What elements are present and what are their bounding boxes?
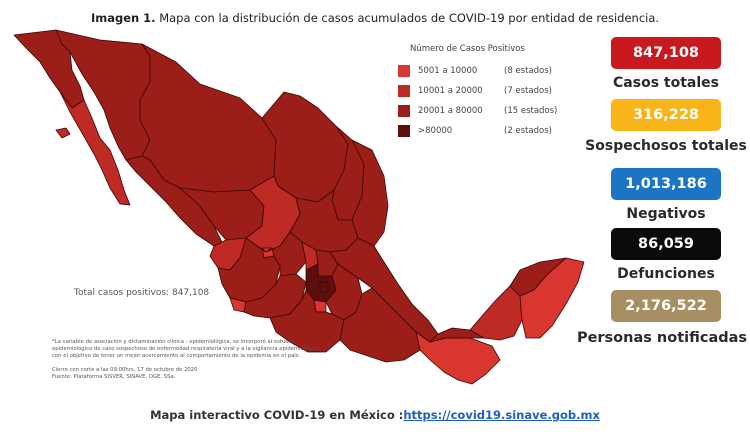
casos-totales-label: Casos totales: [613, 75, 719, 91]
interactive-map-link-line: Mapa interactivo COVID-19 en México :htt…: [0, 408, 750, 422]
negativos-value: 1,013,186: [611, 168, 721, 200]
caption-number: Imagen 1.: [90, 11, 156, 25]
personas-notificadas-value: 2,176,522: [611, 290, 721, 322]
negativos-label: Negativos: [626, 206, 706, 222]
legend-item: >80000 (2 estados): [398, 124, 552, 138]
legend-item: 5001 a 10000 (8 estados): [398, 64, 552, 78]
defunciones-label: Defunciones: [617, 266, 715, 282]
footnote-line: con el objetivo de tener un mejor acerca…: [52, 353, 301, 359]
casos-totales-value: 847,108: [611, 37, 721, 69]
interactive-map-link[interactable]: https://covid19.sinave.gob.mx: [403, 408, 600, 422]
legend-item: 10001 a 20000 (7 estados): [398, 84, 552, 98]
personas-notificadas-label: Personas notificadas: [576, 330, 748, 346]
footnote-line: *La variable de asociación y dictaminaci…: [52, 339, 294, 345]
sospechosos-label: Sospechosos totales: [585, 138, 747, 154]
island-tiburon: [55, 127, 71, 139]
caption-text: Mapa con la distribución de casos acumul…: [155, 11, 660, 25]
state-quintana-roo[interactable]: [519, 257, 585, 339]
state-guerrero[interactable]: [269, 289, 345, 353]
mexico-map: [13, 29, 585, 385]
figure-caption: Imagen 1. Mapa con la distribución de ca…: [0, 11, 750, 25]
legend-count: (7 estados): [504, 86, 552, 96]
legend-count: (15 estados): [504, 106, 558, 116]
legend-count: (2 estados): [504, 126, 552, 136]
legend-item: 20001 a 80000 (15 estados): [398, 104, 557, 118]
footnote-line: Fuente: Plataforma SISVER, SINAVE, DGE, …: [52, 374, 176, 380]
state-campeche[interactable]: [469, 285, 523, 341]
legend-count: (8 estados): [504, 66, 552, 76]
footnote-line: epidemiológico de caso sospechoso de enf…: [52, 346, 320, 352]
legend-range: 20001 a 80000: [418, 106, 483, 116]
state-michoacan[interactable]: [243, 273, 307, 319]
legend-range: 5001 a 10000: [418, 66, 478, 76]
legend-swatch: [398, 125, 410, 137]
legend-swatch: [398, 105, 410, 117]
sospechosos-value: 316,228: [611, 99, 721, 131]
defunciones-value: 86,059: [611, 228, 721, 260]
map-total-cases: Total casos positivos: 847,108: [74, 288, 210, 298]
legend-swatch: [398, 65, 410, 77]
legend-swatch: [398, 85, 410, 97]
state-chihuahua[interactable]: [139, 43, 277, 193]
legend-range: >80000: [418, 126, 453, 136]
footnote-line: Cierre con corte a las 09:00hrs, 17 de o…: [52, 367, 198, 373]
state-baja-california-sur[interactable]: [59, 91, 131, 206]
legend-title: Número de Casos Positivos: [410, 44, 525, 54]
legend-range: 10001 a 20000: [418, 86, 483, 96]
interactive-map-text: Mapa interactivo COVID-19 en México :: [150, 408, 404, 422]
state-cdmx[interactable]: [319, 281, 329, 293]
